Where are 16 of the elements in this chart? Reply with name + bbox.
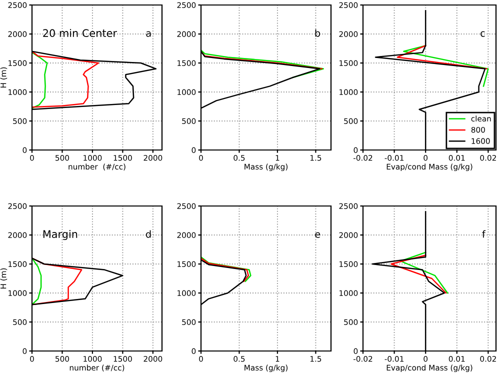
line-series <box>390 254 447 294</box>
line-series <box>32 258 42 306</box>
annotation: c <box>480 31 485 37</box>
line-series <box>32 50 100 108</box>
annotation: f <box>482 230 486 238</box>
line-series <box>201 50 324 78</box>
line-series <box>201 50 322 70</box>
annotation: d <box>146 230 151 238</box>
annotation: b <box>315 29 320 37</box>
line-series <box>403 44 489 87</box>
annotation: a <box>146 31 151 37</box>
annotation: Margin <box>43 230 78 240</box>
line-series <box>400 252 448 294</box>
annotation: 20 min Center <box>43 28 117 38</box>
line-series <box>32 52 48 109</box>
annotation: e <box>315 232 320 238</box>
